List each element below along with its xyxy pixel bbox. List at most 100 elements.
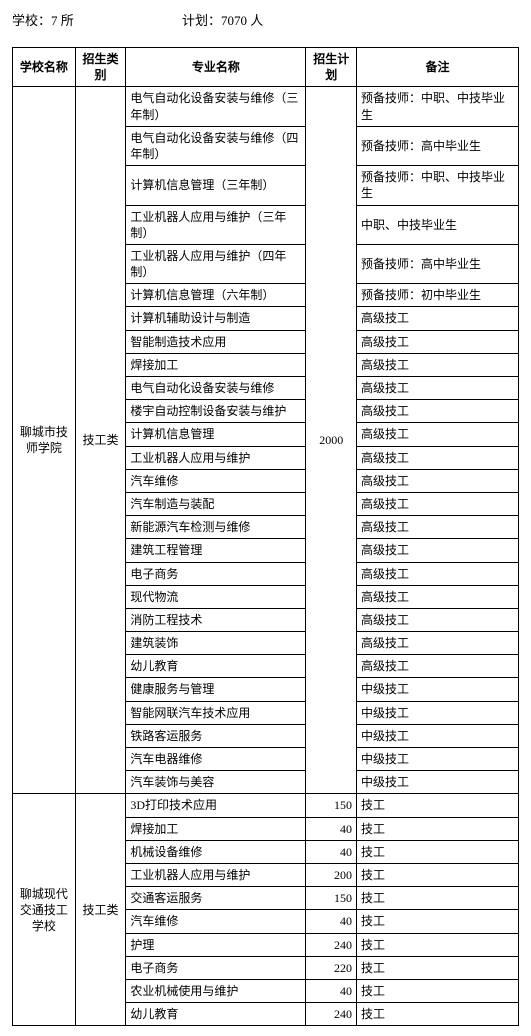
major-cell: 铁路客运服务 — [126, 724, 306, 747]
note-cell: 技工 — [357, 956, 519, 979]
note-cell: 高级技工 — [357, 516, 519, 539]
note-cell: 技工 — [357, 817, 519, 840]
col-category: 招生类别 — [75, 48, 126, 87]
major-cell: 农业机械使用与维护 — [126, 979, 306, 1002]
note-cell: 中级技工 — [357, 678, 519, 701]
note-cell: 技工 — [357, 863, 519, 886]
major-cell: 工业机器人应用与维护（四年制） — [126, 244, 306, 283]
major-cell: 智能制造技术应用 — [126, 330, 306, 353]
note-cell: 技工 — [357, 910, 519, 933]
major-cell: 幼儿教育 — [126, 1003, 306, 1026]
category-cell: 技工类 — [75, 87, 126, 794]
category-cell: 技工类 — [75, 794, 126, 1026]
note-cell: 高级技工 — [357, 562, 519, 585]
summary-line: 学校：7 所 计划：7070 人 — [12, 10, 519, 29]
school-name-cell: 聊城市技师学院 — [13, 87, 76, 794]
major-cell: 电子商务 — [126, 956, 306, 979]
school-name-cell: 聊城现代交通技工学校 — [13, 794, 76, 1026]
note-cell: 高级技工 — [357, 492, 519, 515]
major-cell: 计算机信息管理（三年制） — [126, 166, 306, 205]
col-major: 专业名称 — [126, 48, 306, 87]
note-cell: 高级技工 — [357, 423, 519, 446]
note-cell: 预备技师：中职、中技毕业生 — [357, 166, 519, 205]
major-cell: 汽车电器维修 — [126, 748, 306, 771]
major-cell: 焊接加工 — [126, 353, 306, 376]
major-cell: 汽车维修 — [126, 910, 306, 933]
plan-cell: 150 — [306, 794, 357, 817]
major-cell: 现代物流 — [126, 585, 306, 608]
major-cell: 汽车装饰与美容 — [126, 771, 306, 794]
note-cell: 技工 — [357, 887, 519, 910]
major-cell: 计算机辅助设计与制造 — [126, 307, 306, 330]
plan-cell: 200 — [306, 863, 357, 886]
note-cell: 高级技工 — [357, 539, 519, 562]
note-cell: 高级技工 — [357, 469, 519, 492]
note-cell: 高级技工 — [357, 353, 519, 376]
note-cell: 中级技工 — [357, 771, 519, 794]
note-cell: 预备技师：中职、中技毕业生 — [357, 87, 519, 126]
major-cell: 楼宇自动控制设备安装与维护 — [126, 400, 306, 423]
note-cell: 技工 — [357, 794, 519, 817]
plan-cell: 40 — [306, 979, 357, 1002]
note-cell: 高级技工 — [357, 585, 519, 608]
plan-cell: 220 — [306, 956, 357, 979]
major-cell: 护理 — [126, 933, 306, 956]
major-cell: 汽车制造与装配 — [126, 492, 306, 515]
enrollment-table: 学校名称 招生类别 专业名称 招生计划 备注 聊城市技师学院技工类电气自动化设备… — [12, 47, 519, 1026]
note-cell: 高级技工 — [357, 377, 519, 400]
note-cell: 高级技工 — [357, 446, 519, 469]
plan-count: 计划：7070 人 — [182, 10, 263, 29]
major-cell: 电气自动化设备安装与维修（四年制） — [126, 126, 306, 165]
plan-cell: 40 — [306, 840, 357, 863]
col-school-name: 学校名称 — [13, 48, 76, 87]
note-cell: 技工 — [357, 979, 519, 1002]
note-cell: 技工 — [357, 933, 519, 956]
major-cell: 焊接加工 — [126, 817, 306, 840]
major-cell: 计算机信息管理（六年制） — [126, 284, 306, 307]
school-count: 学校：7 所 — [12, 10, 182, 29]
major-cell: 工业机器人应用与维护 — [126, 863, 306, 886]
plan-cell: 240 — [306, 933, 357, 956]
note-cell: 预备技师：初中毕业生 — [357, 284, 519, 307]
major-cell: 电气自动化设备安装与维修 — [126, 377, 306, 400]
note-cell: 技工 — [357, 1003, 519, 1026]
note-cell: 中级技工 — [357, 701, 519, 724]
note-cell: 高级技工 — [357, 400, 519, 423]
plan-cell: 240 — [306, 1003, 357, 1026]
plan-cell: 40 — [306, 910, 357, 933]
major-cell: 建筑装饰 — [126, 632, 306, 655]
major-cell: 工业机器人应用与维护（三年制） — [126, 205, 306, 244]
major-cell: 汽车维修 — [126, 469, 306, 492]
major-cell: 电子商务 — [126, 562, 306, 585]
col-plan: 招生计划 — [306, 48, 357, 87]
major-cell: 新能源汽车检测与维修 — [126, 516, 306, 539]
major-cell: 消防工程技术 — [126, 608, 306, 631]
major-cell: 健康服务与管理 — [126, 678, 306, 701]
col-note: 备注 — [357, 48, 519, 87]
major-cell: 机械设备维修 — [126, 840, 306, 863]
note-cell: 中职、中技毕业生 — [357, 205, 519, 244]
major-cell: 建筑工程管理 — [126, 539, 306, 562]
note-cell: 预备技师：高中毕业生 — [357, 244, 519, 283]
table-row: 聊城市技师学院技工类电气自动化设备安装与维修（三年制）2000预备技师：中职、中… — [13, 87, 519, 126]
note-cell: 高级技工 — [357, 655, 519, 678]
plan-cell: 40 — [306, 817, 357, 840]
plan-cell: 150 — [306, 887, 357, 910]
note-cell: 高级技工 — [357, 608, 519, 631]
plan-cell: 2000 — [306, 87, 357, 794]
note-cell: 中级技工 — [357, 748, 519, 771]
major-cell: 智能网联汽车技术应用 — [126, 701, 306, 724]
note-cell: 高级技工 — [357, 330, 519, 353]
note-cell: 高级技工 — [357, 307, 519, 330]
major-cell: 交通客运服务 — [126, 887, 306, 910]
table-header-row: 学校名称 招生类别 专业名称 招生计划 备注 — [13, 48, 519, 87]
major-cell: 电气自动化设备安装与维修（三年制） — [126, 87, 306, 126]
table-row: 聊城现代交通技工学校技工类3D打印技术应用150技工 — [13, 794, 519, 817]
note-cell: 高级技工 — [357, 632, 519, 655]
note-cell: 预备技师：高中毕业生 — [357, 126, 519, 165]
major-cell: 工业机器人应用与维护 — [126, 446, 306, 469]
major-cell: 幼儿教育 — [126, 655, 306, 678]
note-cell: 技工 — [357, 840, 519, 863]
major-cell: 3D打印技术应用 — [126, 794, 306, 817]
major-cell: 计算机信息管理 — [126, 423, 306, 446]
